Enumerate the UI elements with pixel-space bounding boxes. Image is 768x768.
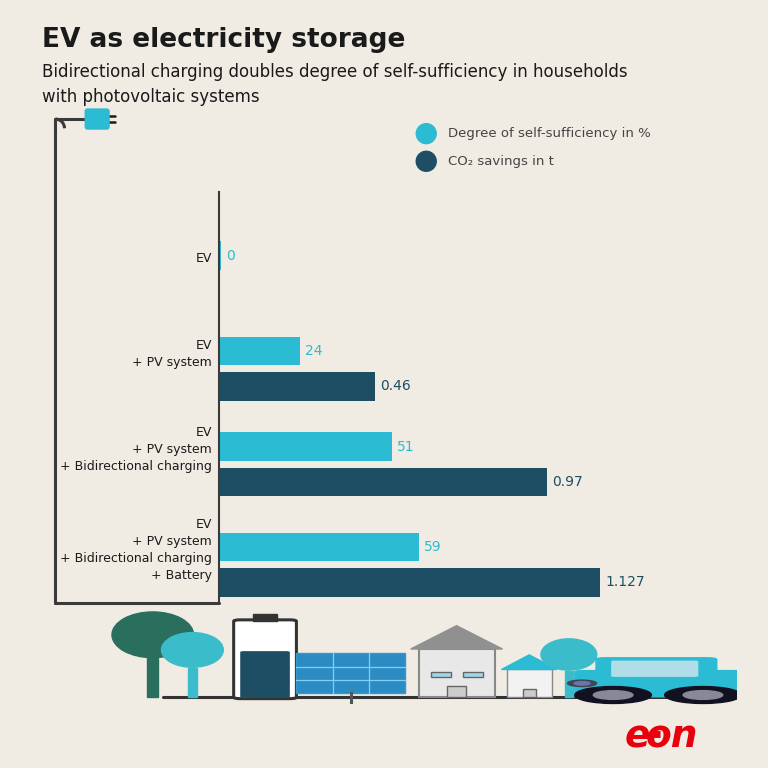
- FancyBboxPatch shape: [522, 689, 536, 697]
- Polygon shape: [502, 655, 557, 670]
- FancyBboxPatch shape: [188, 667, 197, 697]
- FancyBboxPatch shape: [574, 670, 742, 697]
- Bar: [219, 468, 548, 496]
- Ellipse shape: [112, 612, 194, 657]
- Text: 51: 51: [396, 439, 414, 454]
- Bar: [219, 336, 300, 366]
- FancyBboxPatch shape: [432, 673, 452, 677]
- Text: EV
+ PV system
+ Bidirectional charging
+ Battery: EV + PV system + Bidirectional charging …: [60, 518, 212, 582]
- Circle shape: [568, 680, 597, 687]
- FancyBboxPatch shape: [241, 652, 289, 697]
- FancyBboxPatch shape: [296, 654, 406, 693]
- Polygon shape: [411, 626, 502, 649]
- Bar: [219, 432, 392, 461]
- FancyBboxPatch shape: [611, 660, 698, 677]
- Circle shape: [664, 687, 741, 703]
- Text: EV
+ PV system: EV + PV system: [132, 339, 212, 369]
- FancyBboxPatch shape: [565, 670, 573, 697]
- Text: 1.127: 1.127: [605, 575, 645, 589]
- Text: Degree of self-sufficiency in %: Degree of self-sufficiency in %: [448, 127, 650, 140]
- FancyBboxPatch shape: [85, 109, 109, 129]
- Ellipse shape: [541, 639, 597, 670]
- Text: EV
+ PV system
+ Bidirectional charging: EV + PV system + Bidirectional charging: [60, 426, 212, 474]
- FancyBboxPatch shape: [507, 670, 551, 697]
- Ellipse shape: [161, 633, 223, 667]
- FancyBboxPatch shape: [447, 687, 466, 697]
- FancyBboxPatch shape: [253, 614, 277, 621]
- Circle shape: [683, 690, 723, 700]
- FancyBboxPatch shape: [463, 673, 483, 677]
- Bar: [219, 533, 419, 561]
- Text: ·: ·: [650, 720, 664, 755]
- Circle shape: [594, 690, 633, 700]
- Text: e: e: [624, 720, 650, 755]
- Text: EV: EV: [196, 253, 212, 266]
- Text: EV as electricity storage: EV as electricity storage: [42, 27, 406, 53]
- FancyBboxPatch shape: [233, 620, 296, 699]
- Circle shape: [574, 687, 651, 703]
- Bar: [219, 372, 375, 401]
- FancyBboxPatch shape: [595, 657, 717, 679]
- Text: CO₂ savings in t: CO₂ savings in t: [448, 155, 554, 167]
- Text: 0.46: 0.46: [379, 379, 410, 393]
- Bar: [219, 568, 601, 597]
- Circle shape: [574, 681, 590, 685]
- Text: on: on: [646, 720, 698, 755]
- FancyBboxPatch shape: [147, 658, 158, 697]
- Bar: [219, 241, 220, 270]
- FancyBboxPatch shape: [419, 649, 495, 697]
- Text: 0: 0: [226, 249, 234, 263]
- Text: 0.97: 0.97: [552, 475, 583, 489]
- Text: 59: 59: [424, 540, 442, 554]
- Text: 24: 24: [305, 344, 323, 358]
- Text: Bidirectional charging doubles degree of self-sufficiency in households
with pho: Bidirectional charging doubles degree of…: [42, 63, 628, 106]
